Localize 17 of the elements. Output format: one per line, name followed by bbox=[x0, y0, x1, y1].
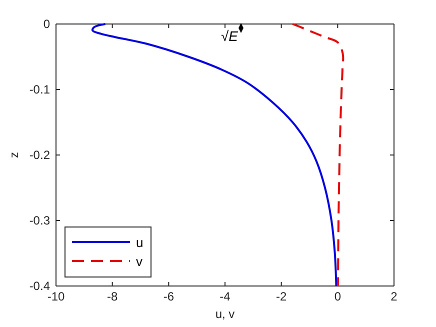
y-tick-label: 0 bbox=[43, 16, 50, 31]
x-axis-title: u, v bbox=[215, 307, 235, 321]
x-tick-label: -4 bbox=[220, 290, 231, 304]
y-tick-label: -0.2 bbox=[29, 148, 50, 162]
legend-label: v bbox=[136, 254, 143, 269]
x-tick-label: -8 bbox=[106, 290, 118, 304]
x-tick-label: 0 bbox=[334, 290, 342, 304]
x-tick-label: 2 bbox=[390, 290, 398, 304]
y-tick-label: -0.1 bbox=[29, 82, 50, 96]
line-series bbox=[292, 23, 344, 287]
legend-label: u bbox=[136, 235, 144, 250]
line-series bbox=[92, 23, 338, 287]
y-tick-label: -0.3 bbox=[29, 213, 50, 228]
x-tick-label: -6 bbox=[163, 290, 174, 304]
y-axis-title: z bbox=[7, 152, 21, 158]
annotation: √E bbox=[220, 28, 239, 44]
x-tick-label: -2 bbox=[276, 290, 287, 304]
